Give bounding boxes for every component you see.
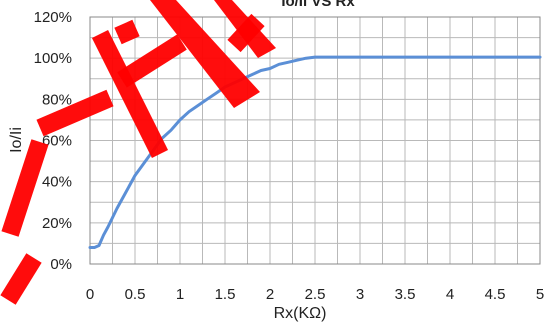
y-tick-label: 0% [50, 256, 72, 273]
x-axis-label: Rx(KΩ) [274, 305, 327, 322]
x-tick-label: 3.5 [395, 286, 416, 303]
x-tick-label: 3 [356, 286, 364, 303]
y-axis-label: Io/Ii [8, 127, 25, 153]
y-tick-label: 20% [42, 215, 72, 232]
watermark-stroke [1, 139, 49, 237]
x-tick-label: 1 [176, 286, 184, 303]
watermark-stroke [214, 0, 276, 58]
watermark-stroke [91, 29, 169, 159]
y-tick-label: 40% [42, 174, 72, 191]
x-tick-label: 0.5 [125, 286, 146, 303]
x-tick-label: 0 [86, 286, 94, 303]
x-tick-label: 4 [446, 286, 454, 303]
x-tick-label: 5 [536, 286, 544, 303]
y-tick-labels: 0% 20% 40% 60% 80% 100% 120% [34, 9, 72, 273]
y-tick-label: 80% [42, 91, 72, 108]
watermark-stroke [36, 89, 114, 137]
x-tick-label: 1.5 [215, 286, 236, 303]
x-tick-label: 4.5 [485, 286, 506, 303]
watermark-stroke [0, 253, 42, 305]
x-tick-label: 2.5 [305, 286, 326, 303]
watermark [0, 0, 276, 305]
y-tick-label: 100% [34, 50, 72, 67]
x-tick-label: 2 [266, 286, 274, 303]
y-tick-label: 60% [42, 133, 72, 150]
y-tick-label: 120% [34, 9, 72, 26]
watermark-stroke [117, 34, 187, 88]
plot-area-border [89, 16, 541, 265]
x-tick-labels: 0 0.5 1 1.5 2 2.5 3 3.5 4 4.5 5 [86, 286, 544, 303]
chart-title: Io/Ii VS Rx [281, 0, 355, 10]
watermark-stroke [114, 19, 140, 45]
watermark-stroke [150, 0, 260, 108]
